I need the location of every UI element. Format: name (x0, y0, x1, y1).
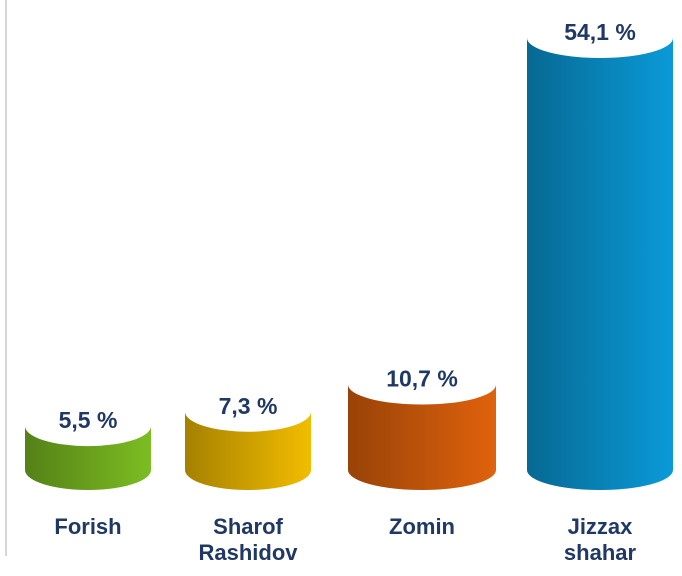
category-label: Sharof Rashidov (198, 514, 298, 565)
value-label: 7,3 % (219, 393, 278, 419)
value-label: 54,1 % (564, 19, 636, 45)
bar-shade (185, 411, 311, 490)
bar-top (348, 364, 496, 405)
bar-shade (348, 384, 496, 490)
category-label: Jizzax shahar (563, 514, 637, 565)
bar-top (185, 391, 311, 432)
bar-top (25, 406, 151, 447)
category-label: Zomin (389, 514, 455, 539)
category-label: Forish (54, 514, 122, 539)
bar-shade (527, 38, 673, 490)
value-label: 5,5 % (59, 407, 118, 433)
bar-top (527, 18, 673, 58)
value-label: 10,7 % (386, 366, 458, 392)
